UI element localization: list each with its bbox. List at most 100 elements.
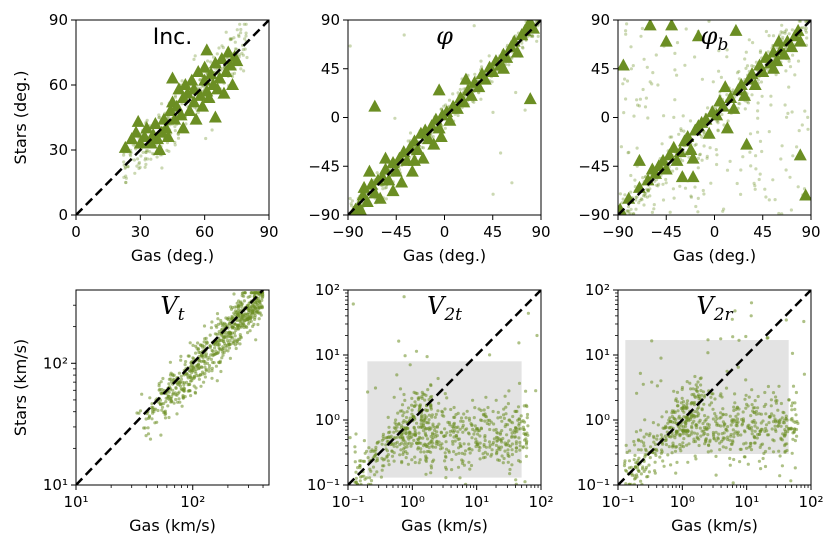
triangle-point [181,86,195,99]
triangle-point [172,82,186,95]
data-point [746,462,750,466]
data-point [395,445,399,449]
data-point [138,409,143,413]
data-point [236,323,240,327]
data-point [681,432,685,436]
data-point [189,363,194,368]
data-point [487,54,491,58]
triangle-point [362,164,376,177]
data-point [776,408,780,412]
data-point [354,480,358,484]
data-point [380,442,384,446]
y-tick-label: −45 [308,157,340,175]
data-point [415,442,419,446]
data-point [759,80,764,84]
data-point [694,142,698,146]
data-point [444,440,448,444]
data-point [629,207,633,211]
data-point [680,428,684,432]
data-point [641,87,645,92]
data-point [405,410,409,414]
data-point [730,419,734,423]
data-point [692,413,696,418]
data-point [674,397,678,401]
data-point [482,408,486,412]
data-point [524,389,528,393]
data-point [714,414,718,418]
data-point [126,165,130,169]
data-point [207,355,211,359]
data-point [444,447,449,451]
data-point [255,309,259,313]
data-point [216,343,220,347]
data-point [793,439,798,443]
data-point [692,437,696,441]
data-point [771,178,775,182]
data-point [244,34,248,38]
data-point [472,432,476,436]
x-tick-label: −45 [650,223,682,241]
data-point [470,423,474,427]
data-point [254,301,258,305]
data-point [670,135,674,139]
data-point [442,104,446,108]
triangle-point [734,78,748,90]
data-point [246,317,250,321]
panel-title: Inc. [153,25,193,50]
data-point [418,404,422,408]
data-point [735,71,740,75]
data-point [779,30,783,34]
data-point [520,45,525,49]
triangle-point [665,20,679,31]
data-point [468,467,472,471]
data-point [639,34,643,38]
data-point [207,369,211,373]
y-tick-label: 10⁰ [585,411,610,429]
data-point [713,412,717,416]
data-point [675,41,680,45]
data-point [402,295,406,299]
triangle-point [716,99,730,112]
data-point [679,129,683,133]
y-tick-label: 10¹ [585,346,610,364]
data-point [239,321,243,325]
data-point [239,27,243,32]
data-point [668,135,672,139]
data-point [683,186,688,190]
data-point [373,386,378,390]
data-point [492,437,496,441]
data-point [629,173,633,178]
data-point [695,435,699,439]
data-point [420,395,424,399]
data-point [199,384,203,388]
data-point [721,407,725,411]
data-point [425,450,429,454]
data-point [784,424,789,429]
data-point [123,166,127,170]
data-point [711,430,716,435]
data-point [782,434,787,438]
data-point [632,439,636,444]
data-point [513,426,518,430]
data-point [714,106,718,110]
data-point [367,446,371,450]
data-point [526,424,530,428]
reference-line [618,290,811,485]
data-point [518,444,522,448]
data-point [215,332,219,336]
data-point [484,395,488,399]
data-point [172,401,176,405]
data-point [219,318,223,323]
data-point [760,427,764,431]
data-point [517,381,522,385]
data-point [796,185,800,189]
data-point [243,291,247,295]
data-point [762,404,766,409]
data-point [713,397,717,401]
data-point [651,434,656,438]
reference-line [348,290,541,485]
data-point [685,419,689,423]
data-point [714,148,718,152]
